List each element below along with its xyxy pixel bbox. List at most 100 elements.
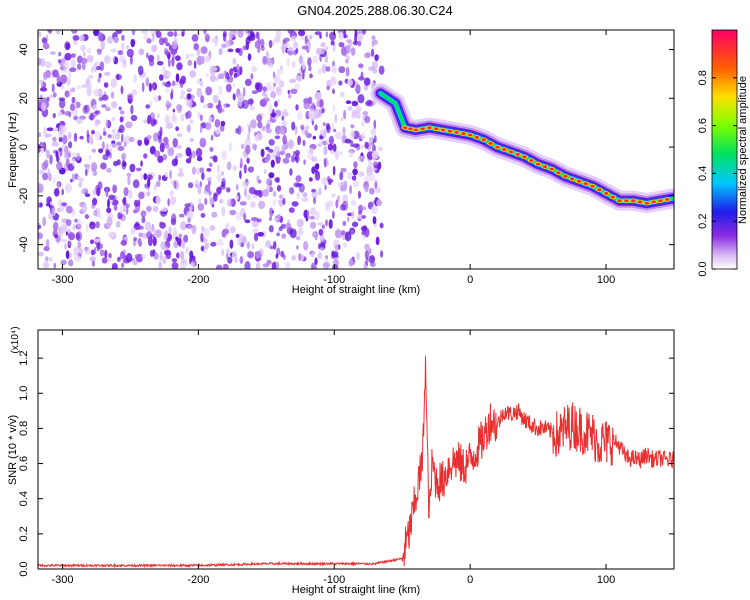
noise-blob xyxy=(108,194,116,200)
noise-blob xyxy=(101,141,105,151)
noise-blob xyxy=(272,190,277,198)
noise-blob xyxy=(269,207,274,217)
noise-blob xyxy=(89,221,95,226)
noise-blob xyxy=(125,121,133,129)
noise-blob xyxy=(120,251,125,260)
noise-blob xyxy=(270,112,277,118)
noise-blob xyxy=(364,115,371,124)
noise-blob xyxy=(78,34,85,42)
noise-blob xyxy=(107,212,114,220)
noise-blob xyxy=(103,82,109,88)
noise-blob xyxy=(308,109,315,120)
noise-blob xyxy=(351,221,359,228)
noise-blob xyxy=(323,128,327,139)
noise-blob xyxy=(60,238,68,243)
noise-blob xyxy=(111,55,115,63)
noise-blob xyxy=(332,104,335,113)
ridge-hotspot xyxy=(461,132,466,136)
noise-blob xyxy=(207,102,214,109)
noise-blob xyxy=(334,131,343,140)
ridge-hotspot xyxy=(624,199,629,203)
noise-blob xyxy=(298,253,302,262)
noise-blob xyxy=(185,53,189,60)
noise-blob xyxy=(257,232,264,237)
noise-blob xyxy=(105,106,111,112)
noise-blob xyxy=(153,150,161,158)
noise-blob xyxy=(380,250,384,258)
noise-blob xyxy=(90,239,94,244)
noise-blob xyxy=(252,143,258,150)
noise-blob xyxy=(279,194,284,199)
noise-blob xyxy=(321,108,325,114)
noise-blob xyxy=(284,43,290,48)
noise-blob xyxy=(208,116,213,123)
noise-blob xyxy=(206,168,212,172)
colorbar-gradient xyxy=(711,29,738,270)
noise-blob xyxy=(311,188,316,193)
noise-blob xyxy=(91,162,98,172)
noise-blob xyxy=(76,152,81,161)
noise-blob xyxy=(248,124,251,134)
noise-blob xyxy=(213,193,218,202)
noise-blob xyxy=(374,54,379,62)
noise-blob xyxy=(167,147,175,157)
noise-blob xyxy=(87,74,94,79)
noise-blob xyxy=(143,153,148,159)
noise-blob xyxy=(97,77,101,83)
noise-blob xyxy=(269,87,276,92)
noise-blob xyxy=(274,35,281,44)
noise-blob xyxy=(102,131,107,136)
noise-blob xyxy=(364,243,370,251)
noise-blob xyxy=(69,103,76,112)
noise-blob xyxy=(218,85,223,96)
noise-blob xyxy=(185,246,189,255)
noise-blob xyxy=(64,145,69,155)
colorbar-tick-label: 0.0 xyxy=(697,261,709,276)
snr-frame xyxy=(37,329,675,570)
noise-blob xyxy=(110,48,117,53)
noise-blob xyxy=(175,236,179,241)
noise-blob xyxy=(270,159,275,168)
noise-blob xyxy=(227,256,233,264)
noise-blob xyxy=(200,55,205,65)
noise-blob xyxy=(218,99,221,109)
noise-blob xyxy=(351,100,359,107)
noise-blob xyxy=(268,148,274,153)
noise-blob xyxy=(187,217,191,223)
noise-blob xyxy=(251,65,257,73)
noise-blob xyxy=(158,95,162,101)
noise-blob xyxy=(356,111,361,120)
noise-blob xyxy=(201,172,205,181)
noise-blob xyxy=(40,81,44,87)
noise-blob xyxy=(295,104,299,111)
noise-blob xyxy=(171,158,178,167)
noise-blob xyxy=(188,182,194,189)
noise-blob xyxy=(77,248,84,255)
noise-blob xyxy=(117,128,122,133)
noise-blob xyxy=(159,74,164,81)
noise-blob xyxy=(104,55,111,64)
noise-blob xyxy=(290,35,297,42)
noise-blob xyxy=(242,45,249,51)
noise-blob xyxy=(352,168,358,176)
noise-blob xyxy=(342,194,349,204)
noise-blob xyxy=(121,34,125,41)
noise-blob xyxy=(220,171,224,176)
noise-blob xyxy=(255,262,261,269)
ridge-hotspot xyxy=(665,198,670,201)
noise-blob xyxy=(246,241,251,249)
noise-blob xyxy=(98,148,104,154)
noise-blob xyxy=(141,254,147,259)
noise-blob xyxy=(332,143,337,152)
noise-blob xyxy=(340,91,345,98)
noise-blob xyxy=(152,236,157,247)
noise-blob xyxy=(240,242,244,248)
noise-blob xyxy=(371,35,376,40)
noise-blob xyxy=(134,254,138,259)
spectrogram-background xyxy=(38,30,674,269)
noise-blob xyxy=(64,52,72,61)
noise-blob xyxy=(332,264,339,269)
noise-blob xyxy=(135,253,143,263)
noise-blob xyxy=(164,230,168,240)
noise-blob xyxy=(197,203,205,211)
